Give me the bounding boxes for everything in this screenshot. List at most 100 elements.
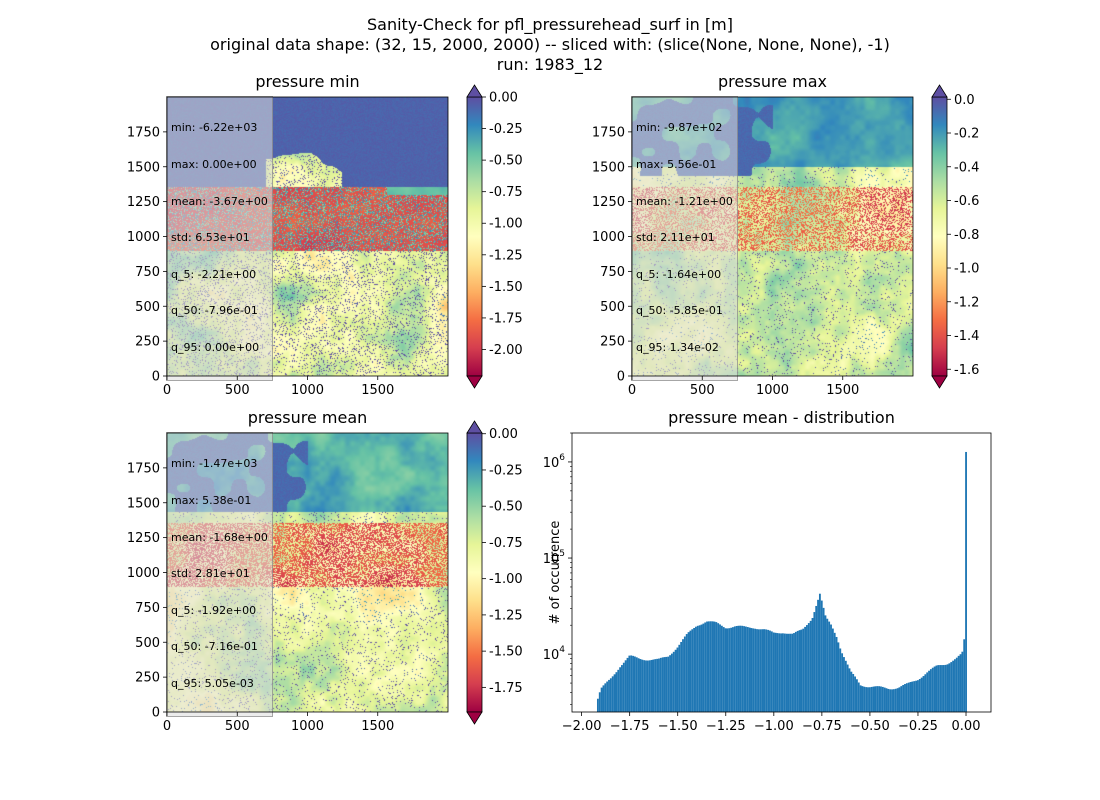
- x-tick-label: −1.25: [706, 719, 746, 734]
- histogram-bar: [844, 660, 847, 712]
- histogram-bar: [961, 651, 964, 712]
- x-tick-label: −1.00: [754, 719, 794, 734]
- figure-title-line-2: original data shape: (32, 15, 2000, 2000…: [210, 35, 890, 54]
- stat-max: max: 5.38e-01: [171, 494, 252, 508]
- stat-q95: q_95: 1.34e-02: [636, 341, 719, 355]
- colorbar-tick-label: -1.75: [489, 311, 523, 326]
- histogram-bar: [963, 639, 966, 712]
- histogram-bar: [793, 633, 795, 712]
- histogram-bar: [778, 633, 781, 712]
- y-tick-label: 1750: [127, 461, 160, 476]
- histogram-bar: [913, 681, 916, 712]
- histogram-bar: [933, 666, 936, 712]
- histogram-bar: [846, 664, 849, 712]
- histogram-bar: [774, 632, 777, 712]
- stat-std: std: 2.81e+01: [171, 567, 250, 581]
- histogram-bar: [861, 686, 864, 712]
- y-tick-label: 250: [135, 671, 160, 686]
- histogram-bar: [709, 621, 712, 712]
- histogram-bar: [732, 627, 734, 712]
- y-tick-label: 500: [135, 636, 160, 651]
- histogram-bar: [929, 669, 932, 712]
- histogram-bar: [691, 629, 694, 712]
- histogram-bar: [902, 684, 905, 712]
- histogram-bar: [641, 659, 644, 712]
- histogram-bar: [874, 686, 877, 712]
- histogram-bar: [648, 660, 651, 712]
- histogram-bar: [706, 621, 708, 712]
- x-tick-label: 0: [628, 383, 636, 398]
- histogram-bar: [852, 673, 855, 712]
- histogram-bar: [669, 655, 671, 712]
- histogram-bar: [859, 685, 862, 712]
- histogram-bar: [794, 631, 797, 712]
- histogram-bar: [946, 664, 949, 712]
- histogram-bar: [907, 682, 910, 712]
- histogram-bar: [926, 672, 929, 712]
- histogram-bar: [883, 687, 886, 712]
- colorbar-tick-label: -0.6: [954, 194, 979, 209]
- histogram-bar: [952, 660, 955, 712]
- histogram-bar: [685, 634, 688, 712]
- stat-q50: q_50: -7.16e-01: [171, 640, 258, 654]
- histogram-bar: [687, 632, 690, 712]
- histogram-bar: [830, 624, 832, 712]
- pressure-min-stats-box: min: -6.22e+03 max: 0.00e+00 mean: -3.67…: [166, 96, 273, 381]
- x-tick-label: 1000: [291, 383, 324, 398]
- histogram-bar: [789, 633, 792, 712]
- stat-max: max: 5.56e-01: [636, 158, 717, 172]
- histogram-bar: [781, 633, 784, 712]
- histogram-bar: [817, 599, 819, 712]
- histogram-bar: [698, 625, 701, 712]
- histogram-bar: [739, 625, 742, 712]
- histogram-bar: [828, 621, 831, 712]
- panel-title-distribution: pressure mean - distribution: [668, 408, 895, 427]
- colorbar-tick-label: -1.50: [489, 280, 523, 295]
- histogram-bar: [900, 686, 903, 712]
- histogram-bar: [889, 689, 892, 712]
- colorbar-tick-label: -0.50: [489, 154, 523, 169]
- colorbar-tick-label: -0.75: [489, 185, 523, 200]
- y-tick-label: 250: [135, 335, 160, 350]
- histogram-bar: [683, 636, 686, 712]
- histogram-bar: [785, 633, 788, 712]
- colorbar: [466, 432, 483, 713]
- histogram-bar: [602, 685, 605, 712]
- colorbar-tick-label: -1.2: [954, 295, 979, 310]
- histogram-bar: [881, 686, 884, 712]
- histogram-bar: [719, 624, 721, 712]
- histogram-bar: [695, 626, 697, 712]
- x-tick-label: −0.75: [802, 719, 842, 734]
- histogram-bar: [857, 682, 860, 712]
- histogram-bar: [665, 656, 668, 712]
- histogram-bar: [689, 630, 692, 712]
- histogram-bar: [730, 627, 733, 712]
- colorbar: [931, 96, 948, 377]
- histogram-bar: [848, 668, 851, 712]
- histogram-bar: [826, 618, 829, 712]
- histogram-bar: [621, 665, 623, 712]
- histogram-bar: [769, 630, 771, 712]
- pressure-max-stats-box: min: -9.87e+02 max: 5.56e-01 mean: -1.21…: [631, 96, 738, 381]
- histogram-bar: [957, 655, 960, 712]
- histogram-bar: [633, 656, 636, 712]
- histogram-bar: [696, 625, 699, 712]
- histogram-bar: [659, 657, 662, 712]
- stat-min: min: -6.22e+03: [171, 121, 258, 135]
- histogram-bar: [870, 686, 873, 712]
- histogram-bar: [898, 687, 901, 712]
- x-tick-label: 0.00: [952, 719, 981, 734]
- colorbar-tick-label: 0.00: [489, 427, 518, 442]
- y-tick-label: 1000: [592, 230, 625, 245]
- histogram-bar: [917, 680, 919, 712]
- histogram-bar: [924, 674, 927, 712]
- histogram-bar: [763, 629, 766, 712]
- y-tick-label: 1500: [127, 496, 160, 511]
- histogram-bar: [948, 663, 951, 712]
- histogram-bar: [783, 633, 786, 712]
- histogram-bar: [780, 633, 782, 712]
- histogram-bar: [765, 629, 768, 712]
- histogram-bar: [672, 651, 675, 712]
- colorbar-tick-label: -0.75: [489, 536, 523, 551]
- histogram-bar: [632, 655, 634, 712]
